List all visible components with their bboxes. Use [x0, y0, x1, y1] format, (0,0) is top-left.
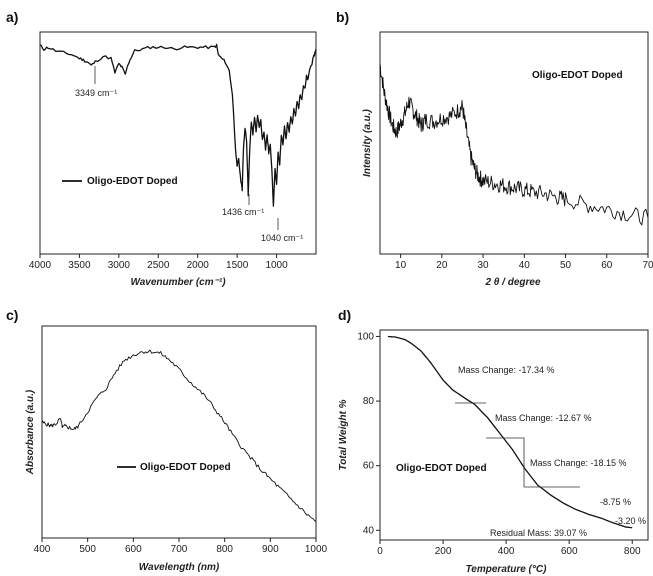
- panel-d-annotation-mass-change-2: Mass Change: -12.67 %: [495, 413, 592, 423]
- panel-d-plot-frame: [379, 329, 649, 541]
- panel-b-plot-frame: [379, 31, 649, 255]
- x-tick-label: 800: [624, 546, 641, 557]
- x-tick-label: 10: [395, 260, 407, 271]
- x-tick-label: 0: [377, 546, 383, 557]
- panel-a-series-line: [39, 43, 317, 207]
- x-tick-label: 400: [34, 544, 51, 555]
- x-tick-label: 2500: [147, 260, 170, 271]
- x-tick-label: 500: [79, 544, 96, 555]
- panel-a-legend: Oligo-EDOT Doped: [62, 176, 178, 187]
- y-tick-label: 80: [363, 396, 375, 407]
- x-tick-label: 60: [601, 260, 613, 271]
- panel-a-annotations: 3349 cm⁻¹ 1436 cm⁻¹ 1040 cm⁻¹: [75, 66, 303, 243]
- x-tick-label: 20: [436, 260, 448, 271]
- panel-c: c) 400 500 600 700 800 900 1000 Wavelength (nm…: [6, 307, 328, 573]
- panel-b: b) 10 20 30 40 50 60 70 2 θ / degree Intensity…: [336, 9, 653, 288]
- panel-b-label: b): [336, 9, 349, 25]
- panel-c-x-ticks: 400 500 600 700 800 900 1000: [34, 538, 328, 555]
- panel-c-series-line: [41, 349, 317, 522]
- x-tick-label: 50: [560, 260, 572, 271]
- x-tick-label: 800: [216, 544, 233, 555]
- panel-b-series: [379, 64, 649, 226]
- panel-a-annotation-1040: 1040 cm⁻¹: [261, 233, 303, 243]
- panel-a-annotation-1436: 1436 cm⁻¹: [222, 207, 264, 217]
- panel-c-series: [41, 349, 317, 522]
- panel-d-step-guide-2: [486, 437, 525, 487]
- x-tick-label: 900: [262, 544, 279, 555]
- panel-c-legend: Oligo-EDOT Doped: [117, 462, 231, 473]
- panel-a-plot-frame: [39, 31, 317, 255]
- x-tick-label: 1000: [265, 260, 288, 271]
- panel-a-x-axis-label: Wavenumber (cm⁻¹): [130, 277, 226, 288]
- panel-d-legend-label: Oligo-EDOT Doped: [396, 463, 487, 474]
- panel-c-y-axis-label: Absorbance (a.u.): [25, 389, 36, 475]
- panel-a-x-ticks: 4000 3500 3000 2500 2000 1500 1000: [29, 254, 288, 271]
- y-tick-label: 100: [357, 331, 374, 342]
- panel-d-y-axis-label: Total Weight %: [338, 399, 349, 470]
- panel-c-legend-label: Oligo-EDOT Doped: [140, 462, 231, 473]
- x-tick-label: 600: [561, 546, 578, 557]
- y-tick-label: 60: [363, 461, 375, 472]
- x-tick-label: 2000: [187, 260, 210, 271]
- panel-d-ticks: 0 200 400 600 800 40 60 80 100: [357, 331, 641, 557]
- x-tick-label: 3500: [68, 260, 91, 271]
- panel-b-y-axis-label: Intensity (a.u.): [362, 108, 373, 176]
- panel-d-label: d): [338, 307, 351, 323]
- panel-d-series-line: [387, 335, 633, 529]
- x-tick-label: 1500: [226, 260, 249, 271]
- y-tick-label: 40: [363, 525, 375, 536]
- panel-c-plot-frame: [41, 325, 317, 539]
- panel-a-label: a): [6, 9, 18, 25]
- x-tick-label: 400: [498, 546, 515, 557]
- x-tick-label: 4000: [29, 260, 52, 271]
- x-tick-label: 700: [171, 544, 188, 555]
- panel-b-legend-label: Oligo-EDOT Doped: [532, 70, 623, 81]
- x-tick-label: 40: [519, 260, 531, 271]
- panel-c-x-axis-label: Wavelength (nm): [139, 562, 220, 573]
- x-tick-label: 600: [125, 544, 142, 555]
- panel-b-x-axis-label: 2 θ / degree: [484, 277, 540, 288]
- panel-d-annotation-mass-change-3: Mass Change: -18.15 %: [530, 458, 627, 468]
- panel-d-x-axis-label: Temperature (°C): [466, 564, 548, 575]
- x-tick-label: 1000: [305, 544, 328, 555]
- panel-d-annotation-residual-mass: Residual Mass: 39.07 %: [490, 528, 587, 538]
- panel-d-series: [387, 335, 633, 529]
- panel-d-annotations: Mass Change: -17.34 % Mass Change: -12.6…: [455, 365, 646, 538]
- panel-d: d) 0 200 400 600 800 40 60 80 100 Temperature (°…: [338, 307, 649, 575]
- panel-a-legend-label: Oligo-EDOT Doped: [87, 176, 178, 187]
- x-tick-label: 200: [435, 546, 452, 557]
- x-tick-label: 3000: [108, 260, 131, 271]
- panel-d-annotation-mass-change-5: -3.20 %: [615, 516, 646, 526]
- panel-a-annotation-3349: 3349 cm⁻¹: [75, 88, 117, 98]
- panel-a: a) 4000 3500 3000 2500 2000 1500 1000 Wavenumb…: [6, 9, 317, 288]
- panel-c-label: c): [6, 307, 18, 323]
- x-tick-label: 70: [642, 260, 653, 271]
- panel-d-annotation-mass-change-1: Mass Change: -17.34 %: [458, 365, 555, 375]
- x-tick-label: 30: [478, 260, 490, 271]
- panel-a-series: [39, 43, 317, 207]
- panel-b-x-ticks: 10 20 30 40 50 60 70: [395, 254, 653, 271]
- panel-b-series-line: [379, 64, 649, 226]
- panel-d-annotation-mass-change-4: -8.75 %: [600, 497, 631, 507]
